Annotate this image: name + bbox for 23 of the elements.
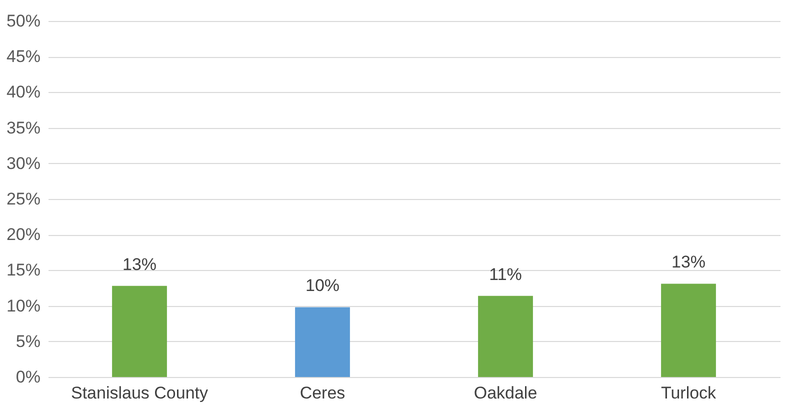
y-tick-label: 20% bbox=[6, 225, 40, 244]
data-label: 11% bbox=[489, 264, 522, 284]
data-label: 13% bbox=[671, 252, 706, 272]
x-tick-label: Oakdale bbox=[474, 384, 538, 402]
y-tick-label: 0% bbox=[16, 368, 40, 386]
y-tick-label: 35% bbox=[6, 118, 40, 138]
data-label: 13% bbox=[122, 254, 157, 274]
y-tick-label: 25% bbox=[6, 190, 40, 208]
y-tick-label: 15% bbox=[6, 260, 40, 280]
data-label: 10% bbox=[305, 276, 340, 296]
x-tick-label: Stanislaus County bbox=[70, 384, 209, 402]
x-tick-label: Ceres bbox=[300, 384, 346, 402]
bar bbox=[661, 284, 716, 377]
y-tick-label: 30% bbox=[6, 154, 40, 173]
y-tick-label: 45% bbox=[6, 47, 40, 66]
bar bbox=[478, 296, 533, 377]
y-tick-label: 5% bbox=[16, 332, 40, 351]
x-tick-label: Turlock bbox=[660, 384, 717, 402]
y-tick-label: 40% bbox=[6, 82, 40, 102]
y-tick-label: 50% bbox=[6, 12, 40, 30]
bar bbox=[295, 307, 350, 377]
y-tick-label: 10% bbox=[6, 296, 40, 316]
bar bbox=[112, 286, 167, 377]
